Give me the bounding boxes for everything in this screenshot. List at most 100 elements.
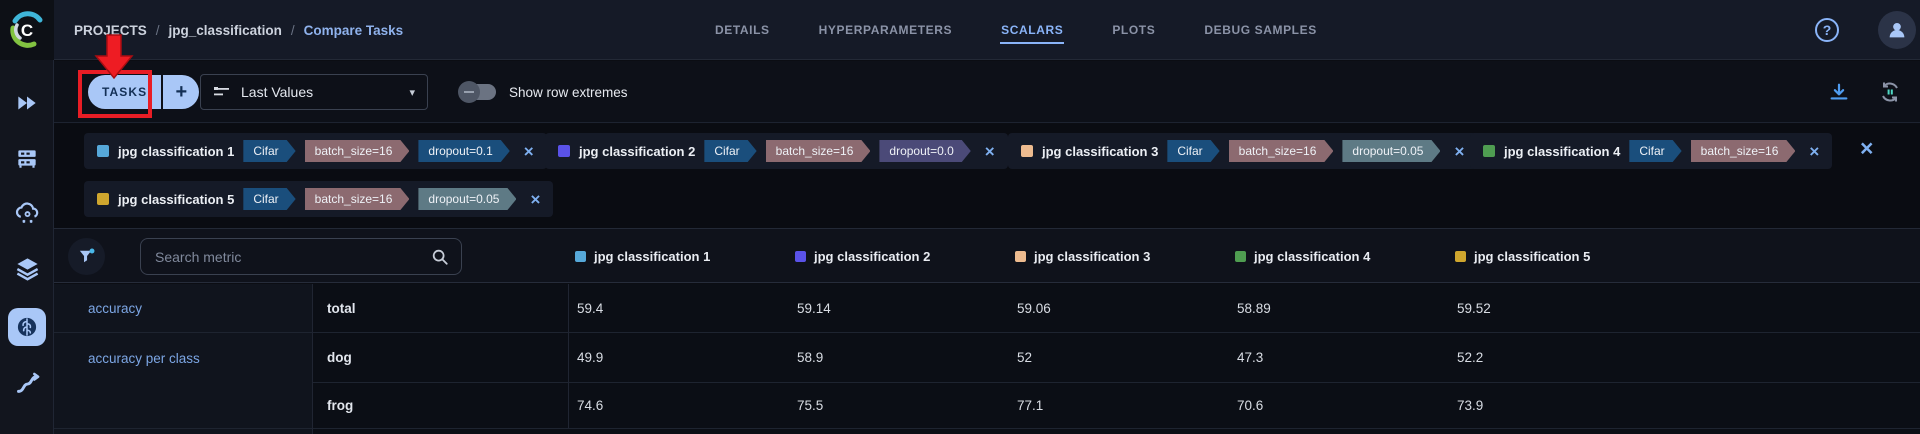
metric-name-cell [54, 383, 313, 429]
task-tag: Cifar [704, 140, 756, 162]
variant-cell: frog [313, 383, 569, 429]
task-tag: dropout=0.1 [418, 140, 509, 162]
column-header-label: jpg classification 3 [1034, 249, 1151, 264]
column-header-label: jpg classification 1 [594, 249, 711, 264]
sidebar-item-datasets[interactable] [0, 253, 54, 283]
value-cell: 74.6 [569, 383, 789, 429]
task-chip: jpg classification 5 Cifar batch_size=16 dr… [84, 181, 554, 217]
task-tag: batch_size=16 [1691, 140, 1796, 162]
fast-forward-icon [18, 96, 36, 110]
column-color-swatch [795, 251, 806, 262]
cloud-gear-icon [15, 201, 38, 223]
breadcrumb-item[interactable]: jpg_classification [168, 22, 282, 38]
profile-button[interactable] [1878, 0, 1916, 60]
value-cell: 49.9 [569, 333, 789, 383]
task-color-swatch [1483, 145, 1495, 157]
task-name: jpg classification 5 [118, 191, 235, 207]
tab-debug-samples[interactable]: DEBUG SAMPLES [1204, 23, 1317, 37]
task-tag: batch_size=16 [766, 140, 871, 162]
sidebar-item-experiments[interactable] [0, 88, 54, 118]
auto-refresh-button[interactable] [1878, 61, 1902, 123]
value-cell: 52 [1009, 333, 1229, 383]
help-icon: ? [1815, 18, 1839, 42]
breadcrumb-separator: / [290, 22, 295, 38]
tasks-button[interactable]: TASKS [88, 75, 162, 109]
clear-all-tasks-button[interactable]: × [1860, 135, 1874, 161]
brain-icon [17, 317, 37, 337]
table-row: accuracy per class dog 49.9 58.9 52 47.3 52.2 [54, 333, 1920, 383]
column-color-swatch [575, 251, 586, 262]
avatar [1878, 11, 1916, 49]
task-tag: batch_size=16 [305, 140, 410, 162]
metrics-table-body: accuracy total 59.4 59.14 59.06 58.89 59.52 acc… [54, 284, 1920, 434]
column-color-swatch [1455, 251, 1466, 262]
column-header-label: jpg classification 2 [814, 249, 931, 264]
column-color-swatch [1235, 251, 1246, 262]
tab-plots[interactable]: PLOTS [1112, 23, 1156, 37]
value-cell: 52.2 [1449, 333, 1669, 383]
remove-task-icon[interactable]: × [984, 141, 995, 161]
task-color-swatch [1021, 145, 1033, 157]
breadcrumb: PROJECTS / jpg_classification / Compare Task… [74, 0, 403, 60]
pipeline-snake-icon [16, 372, 39, 393]
values-mode-dropdown[interactable]: Last Values ▾ [200, 74, 428, 110]
value-cell: 73.9 [1449, 383, 1669, 429]
remove-task-icon[interactable]: × [523, 141, 534, 161]
row-extremes-toggle[interactable] [458, 81, 496, 103]
metric-name-cell[interactable]: accuracy [54, 284, 313, 333]
clearml-logo-icon: C [10, 11, 43, 48]
task-tag: Cifar [243, 188, 295, 210]
tasks-pill-group: TASKS + [88, 75, 200, 109]
column-header: jpg classification 2 [795, 229, 930, 284]
help-button[interactable]: ? [1815, 0, 1839, 60]
sidebar-item-projects-active[interactable] [8, 308, 46, 346]
breadcrumb-separator: / [155, 22, 160, 38]
selected-tasks-area: × jpg classification 1 Cifar batch_size=16… [54, 124, 1920, 228]
remove-task-icon[interactable]: × [1809, 141, 1820, 161]
tab-details[interactable]: DETAILS [715, 23, 770, 37]
value-cell: 59.14 [789, 284, 1009, 333]
top-header: PROJECTS / jpg_classification / Compare Task… [54, 0, 1920, 60]
column-header-label: jpg classification 5 [1474, 249, 1591, 264]
values-mode-label: Last Values [241, 84, 314, 100]
chevron-down-icon: ▾ [409, 86, 415, 99]
tab-hyperparameters[interactable]: HYPERPARAMETERS [818, 23, 953, 37]
metric-name-cell[interactable]: accuracy per class [54, 333, 313, 383]
table-row: accuracy total 59.4 59.14 59.06 58.89 59.52 [54, 284, 1920, 333]
remove-task-icon[interactable]: × [1454, 141, 1465, 161]
value-cell: 59.52 [1449, 284, 1669, 333]
remove-task-icon[interactable]: × [530, 189, 541, 209]
sidebar-item-queues[interactable] [0, 143, 54, 173]
download-button[interactable] [1828, 61, 1850, 123]
task-chip: jpg classification 3 Cifar batch_size=16 dr… [1008, 133, 1478, 169]
variant-cell: total [313, 284, 569, 333]
breadcrumb-item[interactable]: PROJECTS [74, 22, 147, 38]
task-tag: batch_size=16 [1229, 140, 1334, 162]
value-cell: 75.5 [789, 383, 1009, 429]
task-name: jpg classification 2 [579, 143, 696, 159]
tab-bar: DETAILS HYPERPARAMETERS SCALARS PLOTS DEBUG … [714, 0, 1318, 60]
tab-scalars[interactable]: SCALARS [1000, 16, 1065, 44]
partial-row [54, 429, 1920, 434]
add-task-button[interactable]: + [163, 75, 200, 109]
funnel-filter-icon [79, 248, 95, 263]
column-header: jpg classification 4 [1235, 229, 1370, 284]
variant-cell: dog [313, 333, 569, 383]
search-metric-box [140, 238, 462, 275]
breadcrumb-item[interactable]: Compare Tasks [303, 22, 404, 38]
task-tag: Cifar [1167, 140, 1219, 162]
task-color-swatch [97, 145, 109, 157]
column-header: jpg classification 3 [1015, 229, 1150, 284]
row-extremes-label: Show row extremes [509, 84, 628, 100]
task-color-swatch [558, 145, 570, 157]
sidebar-item-autoscalers[interactable] [0, 198, 54, 228]
svg-text:C: C [21, 21, 33, 40]
row-filler [1669, 383, 1920, 429]
filter-button[interactable] [68, 238, 105, 275]
value-cell: 70.6 [1229, 383, 1449, 429]
value-cell: 77.1 [1009, 383, 1229, 429]
person-icon [1889, 22, 1905, 38]
sidebar-item-pipelines[interactable] [0, 368, 54, 398]
search-metric-input[interactable] [141, 248, 431, 265]
clearml-logo[interactable]: C [0, 0, 54, 60]
